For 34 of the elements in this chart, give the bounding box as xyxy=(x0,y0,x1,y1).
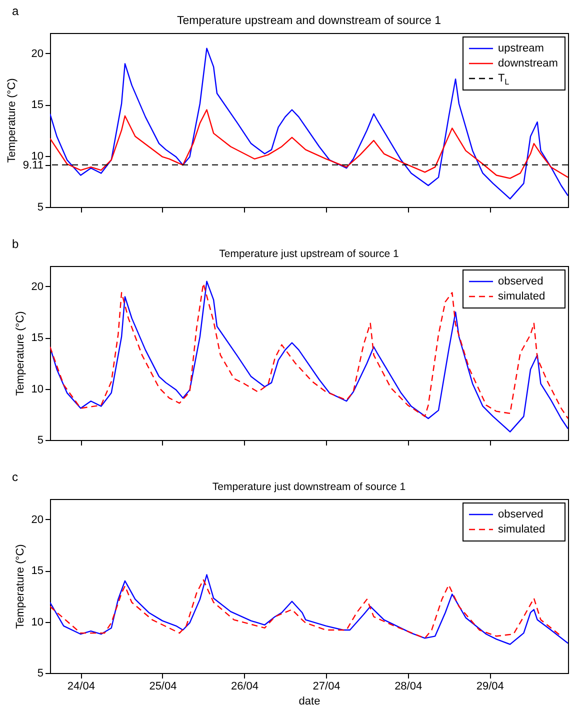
y-tick-label: 15 xyxy=(31,99,44,112)
text: a xyxy=(12,4,19,18)
legend-label: observed xyxy=(498,276,544,288)
legend-label: observed xyxy=(498,508,544,520)
y-tick-label: 10 xyxy=(31,383,44,396)
y-tick-label: 5 xyxy=(37,434,44,446)
chart-title: Temperature just upstream of source 1 xyxy=(219,248,400,260)
y-tick-label: 15 xyxy=(31,565,44,578)
y-axis-title: Temperature (°C) xyxy=(14,544,26,629)
legend-label: upstream xyxy=(498,42,544,54)
y-tick-label: 20 xyxy=(31,280,44,293)
y-tick-label: 5 xyxy=(37,202,44,214)
y-tick-label: 9.11 xyxy=(22,159,44,172)
legend-label: simulated xyxy=(498,290,546,302)
chart-title: Temperature just downstream of source 1 xyxy=(212,481,406,493)
chart-title: Temperature upstream and downstream of source 1 xyxy=(177,15,441,27)
y-axis-title: Temperature (°C) xyxy=(6,78,18,163)
legend-label: simulated xyxy=(498,524,546,536)
y-tick-label: 10 xyxy=(31,616,44,628)
x-tick-label: 24/04 xyxy=(67,680,95,692)
y-tick-label: 5 xyxy=(37,668,44,680)
y-tick-label: 20 xyxy=(31,48,44,60)
x-tick-label: 29/04 xyxy=(476,680,504,692)
y-tick-label: 15 xyxy=(31,332,44,344)
x-axis-title: date xyxy=(298,696,320,708)
text: b xyxy=(12,237,19,251)
x-tick-label: 25/04 xyxy=(149,680,177,692)
y-axis-title: Temperature (°C) xyxy=(14,311,26,396)
x-tick-label: 27/04 xyxy=(312,680,340,692)
x-tick-label: 28/04 xyxy=(394,680,422,692)
legend-label: downstream xyxy=(498,58,558,70)
y-tick-label: 20 xyxy=(31,514,44,526)
x-tick-label: 26/04 xyxy=(230,680,259,692)
text: c xyxy=(12,470,18,484)
